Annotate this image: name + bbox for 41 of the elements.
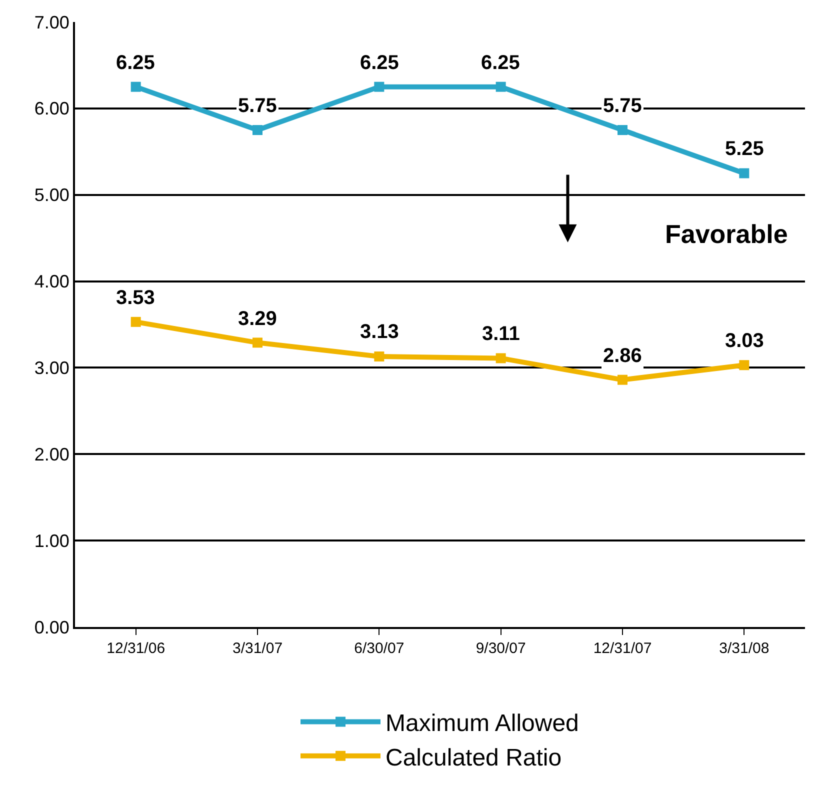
point [618, 125, 628, 136]
point [618, 374, 628, 385]
point [130, 316, 141, 327]
y-tick-label: 2.00 [34, 444, 70, 464]
point [252, 338, 262, 348]
data-label: 6.25 [360, 52, 399, 74]
x-tick-label: 9/30/07 [476, 640, 526, 657]
data-label: 3.13 [360, 321, 399, 343]
data-label: 3.29 [238, 308, 277, 330]
x-tick-label: 3/31/07 [232, 640, 283, 657]
y-tick-label: 5.00 [34, 185, 70, 206]
legend-label: Maximum Allowed [386, 710, 579, 738]
y-tick-label: 3.00 [34, 358, 70, 378]
point [130, 82, 141, 92]
y-tick-label: 0.00 [34, 617, 70, 638]
data-label: 3.03 [725, 330, 764, 352]
data-label: 3.11 [482, 323, 520, 345]
point [739, 168, 750, 178]
data-label: 6.25 [481, 52, 520, 74]
data-label: 3.53 [116, 287, 155, 309]
data-label: 5.75 [238, 95, 277, 117]
x-tick-label: 12/31/06 [106, 640, 166, 657]
y-tick-label: 7.00 [34, 12, 70, 32]
x-tick-label: 6/30/07 [354, 640, 404, 657]
y-tick-label: 6.00 [34, 98, 70, 119]
data-label: 5.75 [603, 95, 642, 117]
data-label: 6.25 [116, 52, 155, 74]
data-label: 5.25 [725, 138, 764, 160]
data-label: 2.86 [603, 345, 642, 367]
point [496, 353, 506, 364]
y-tick-label: 1.00 [34, 530, 70, 551]
point [374, 351, 384, 362]
point [739, 360, 750, 370]
x-tick-label: 12/31/07 [593, 640, 652, 657]
legend-label: Calculated Ratio [386, 744, 562, 772]
y-tick-label: 4.00 [34, 272, 70, 292]
point [252, 125, 262, 136]
point [496, 82, 506, 92]
x-tick-label: 3/31/08 [719, 640, 770, 657]
annotation: Favorable [665, 219, 788, 249]
point [374, 82, 384, 92]
